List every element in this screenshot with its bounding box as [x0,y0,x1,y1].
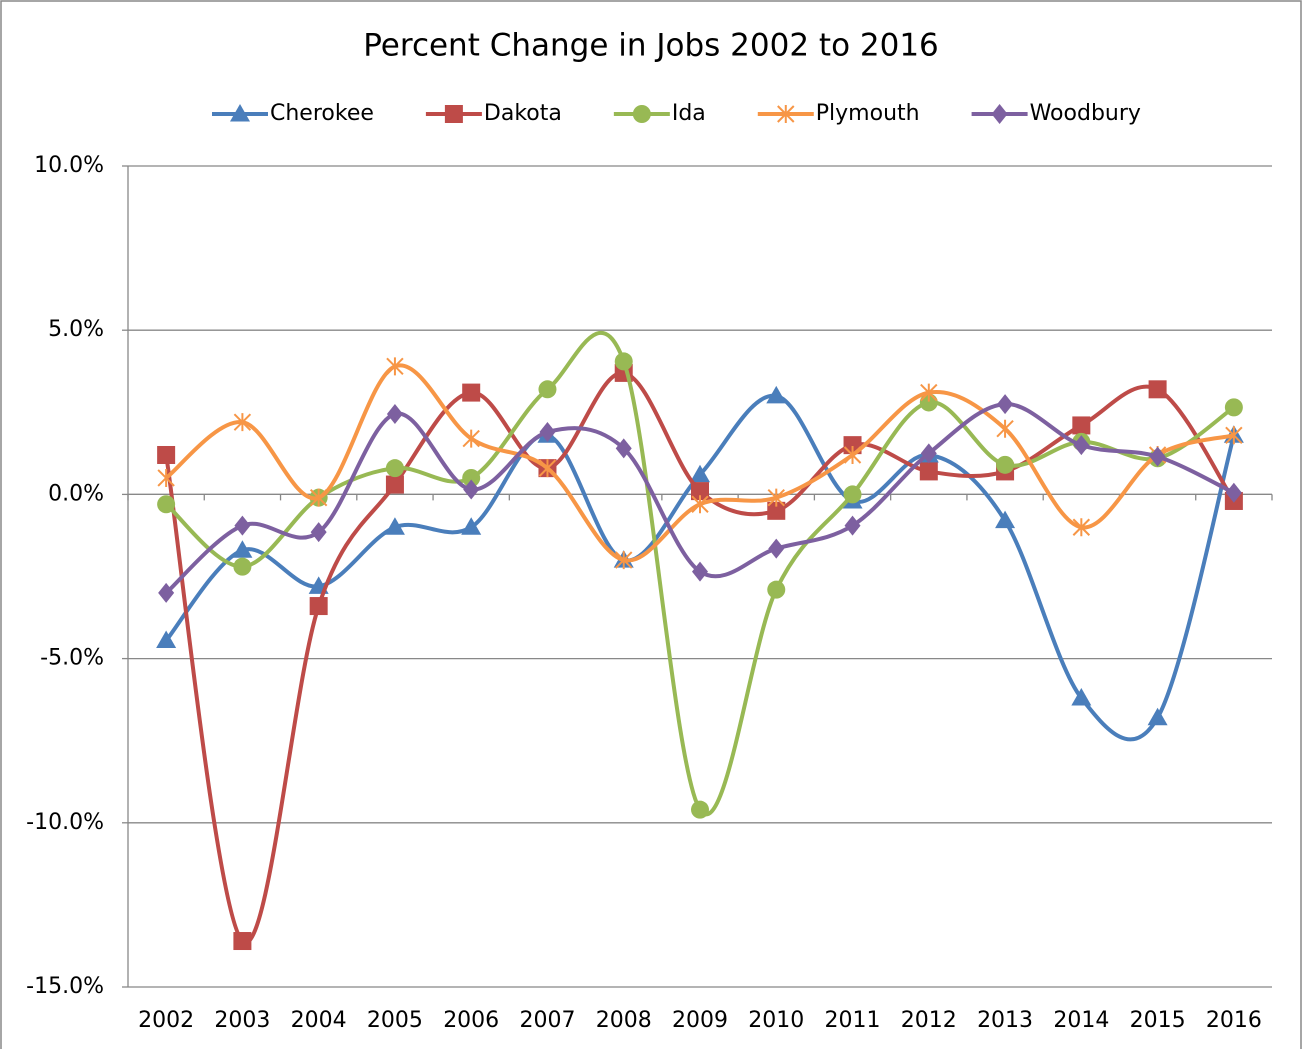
marker [234,515,251,536]
marker [386,403,403,424]
x-tick-label: 2005 [367,1008,423,1033]
marker [920,443,937,464]
marker [1225,482,1242,503]
y-tick-label: -5.0% [40,646,104,671]
marker [1224,398,1243,417]
marker [157,495,176,514]
marker [539,422,556,443]
x-tick-label: 2010 [748,1008,804,1033]
marker [996,419,1014,438]
marker [385,475,404,494]
marker [233,557,252,576]
marker [1072,416,1091,435]
marker [232,540,253,558]
y-tick-label: 0.0% [48,481,104,506]
x-tick-label: 2013 [977,1008,1033,1033]
x-tick-label: 2015 [1130,1008,1186,1033]
marker [310,522,327,543]
legend-label: Ida [672,101,706,126]
y-tick-label: -15.0% [26,974,104,999]
marker [538,380,557,399]
marker [1072,518,1091,537]
x-tick-label: 2008 [596,1008,652,1033]
marker [157,445,176,464]
marker [309,488,328,507]
series-line [164,330,1236,816]
marker [996,455,1015,474]
marker [1225,426,1243,445]
marker [920,383,938,402]
y-tick-label: 5.0% [48,317,104,342]
marker [632,105,651,123]
marker [1147,707,1168,726]
marker [463,479,480,500]
marker [461,517,482,535]
marker [1149,446,1166,467]
marker [384,517,405,535]
x-tick-label: 2009 [672,1008,728,1033]
chart-title: Percent Change in Jobs 2002 to 2016 [363,28,939,64]
marker [614,352,633,371]
marker [844,515,861,536]
marker [233,932,252,951]
marker [462,429,480,448]
y-tick-label: -10.0% [26,810,104,835]
legend-label: Plymouth [816,101,920,126]
marker [309,597,328,616]
marker [843,485,862,504]
marker [766,385,787,404]
marker [157,468,175,487]
marker [767,488,785,507]
marker [444,105,463,123]
legend-label: Woodbury [1030,101,1141,126]
marker [462,383,481,402]
x-tick-label: 2007 [519,1008,575,1033]
marker [385,459,404,478]
x-tick-label: 2004 [291,1008,347,1033]
marker [233,413,252,432]
legend-label: Cherokee [270,101,374,126]
marker [691,495,709,514]
marker [462,468,481,487]
marker [691,482,709,501]
x-tick-label: 2003 [214,1008,270,1033]
legend-label: Dakota [484,101,562,126]
series-line [164,363,1235,563]
marker [843,445,862,464]
marker [690,464,710,483]
marker [386,357,404,376]
x-tick-label: 2016 [1206,1008,1262,1033]
marker [230,104,250,122]
marker [767,501,786,520]
marker [158,582,175,603]
marker [615,551,633,570]
marker [768,538,785,559]
x-tick-label: 2012 [901,1008,957,1033]
series-line [164,402,1235,595]
marker [615,438,632,459]
marker [538,459,557,478]
marker [1071,688,1092,706]
marker [156,630,177,649]
marker [1148,380,1167,399]
marker [691,800,709,819]
marker [777,105,795,123]
x-tick-label: 2011 [825,1008,881,1033]
marker [1073,435,1090,456]
x-tick-label: 2002 [138,1008,194,1033]
marker [692,561,708,582]
marker [991,104,1008,124]
y-tick-label: 10.0% [34,153,104,178]
marker [919,462,938,481]
x-tick-label: 2014 [1053,1008,1109,1033]
x-tick-label: 2006 [443,1008,499,1033]
marker [997,394,1014,415]
marker [767,580,786,599]
marker [995,510,1016,529]
